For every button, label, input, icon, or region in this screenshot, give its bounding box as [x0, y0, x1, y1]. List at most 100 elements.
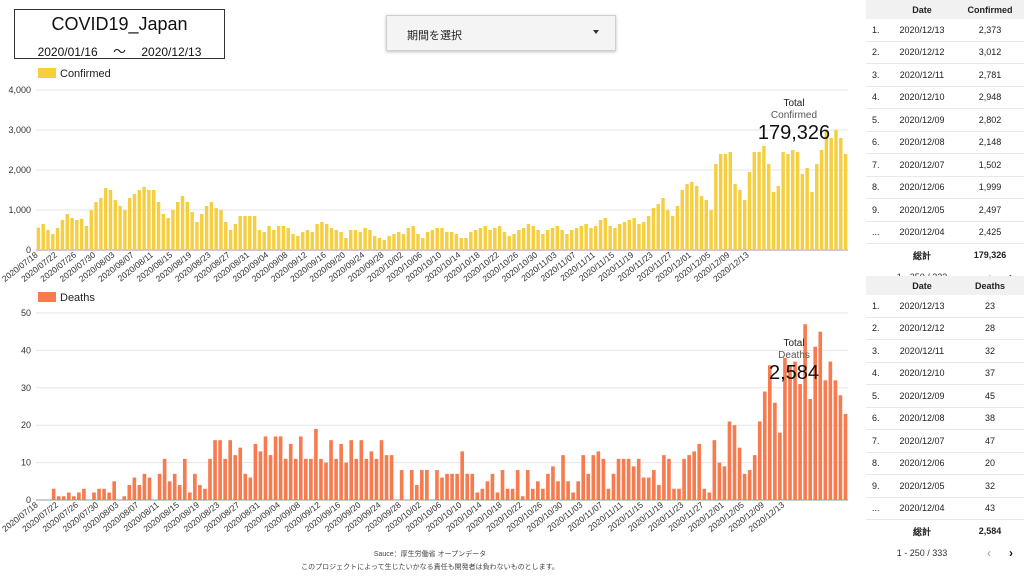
- bar[interactable]: [555, 226, 560, 250]
- bar[interactable]: [525, 470, 530, 500]
- bar[interactable]: [310, 232, 315, 250]
- bar[interactable]: [521, 228, 526, 250]
- bar[interactable]: [531, 226, 536, 250]
- bar[interactable]: [99, 198, 103, 250]
- bar[interactable]: [505, 488, 510, 500]
- bar[interactable]: [82, 488, 86, 500]
- bar[interactable]: [793, 361, 797, 500]
- bar[interactable]: [291, 234, 295, 250]
- table-row[interactable]: 9. 2020/12/05 2,497: [866, 199, 1024, 222]
- bar[interactable]: [334, 458, 338, 500]
- table-row[interactable]: 4. 2020/12/10 37: [866, 363, 1024, 385]
- bar[interactable]: [213, 440, 217, 500]
- bar[interactable]: [464, 238, 468, 250]
- bar[interactable]: [561, 455, 565, 500]
- bar[interactable]: [142, 186, 146, 250]
- bar[interactable]: [803, 324, 807, 500]
- bar[interactable]: [652, 470, 656, 500]
- bar[interactable]: [157, 473, 162, 500]
- bar[interactable]: [723, 154, 728, 250]
- bar[interactable]: [416, 234, 420, 250]
- bar[interactable]: [397, 232, 401, 250]
- bar[interactable]: [556, 481, 560, 500]
- bar[interactable]: [55, 228, 60, 250]
- bar[interactable]: [675, 206, 680, 250]
- bar[interactable]: [353, 230, 358, 250]
- bar[interactable]: [483, 226, 487, 250]
- bar[interactable]: [608, 226, 612, 250]
- bar[interactable]: [409, 470, 414, 500]
- bar[interactable]: [214, 208, 218, 250]
- bar[interactable]: [699, 196, 704, 250]
- bar[interactable]: [172, 473, 177, 500]
- bar[interactable]: [709, 210, 713, 250]
- bar[interactable]: [810, 192, 814, 250]
- bar[interactable]: [77, 492, 81, 500]
- bar[interactable]: [132, 477, 137, 500]
- bar[interactable]: [315, 224, 319, 250]
- bar[interactable]: [339, 443, 343, 500]
- bar[interactable]: [718, 154, 723, 250]
- bar[interactable]: [824, 130, 829, 250]
- bar[interactable]: [72, 496, 76, 500]
- bar[interactable]: [224, 222, 228, 250]
- bar[interactable]: [757, 152, 761, 250]
- bar[interactable]: [682, 458, 686, 500]
- bar[interactable]: [478, 228, 483, 250]
- bar[interactable]: [603, 218, 608, 250]
- bar[interactable]: [581, 455, 586, 500]
- bar[interactable]: [798, 384, 802, 500]
- bar[interactable]: [742, 473, 747, 500]
- bar[interactable]: [195, 222, 199, 250]
- bar[interactable]: [349, 440, 354, 500]
- bar[interactable]: [771, 192, 776, 250]
- bar[interactable]: [752, 455, 757, 500]
- table-row[interactable]: 3. 2020/12/11 2,781: [866, 64, 1024, 87]
- bar[interactable]: [714, 164, 718, 250]
- bar[interactable]: [642, 222, 646, 250]
- bar[interactable]: [435, 228, 439, 250]
- bar[interactable]: [670, 216, 675, 250]
- bar[interactable]: [329, 228, 334, 250]
- bar[interactable]: [363, 228, 367, 250]
- bar[interactable]: [455, 473, 459, 500]
- bar[interactable]: [566, 481, 570, 500]
- bar[interactable]: [591, 455, 596, 500]
- bar[interactable]: [219, 210, 223, 250]
- bar[interactable]: [783, 357, 787, 500]
- bar[interactable]: [142, 473, 147, 500]
- bar[interactable]: [46, 230, 50, 250]
- bar[interactable]: [293, 458, 298, 500]
- table-row[interactable]: ... 2020/12/04 43: [866, 498, 1024, 520]
- bar[interactable]: [589, 228, 593, 250]
- bar[interactable]: [702, 488, 707, 500]
- bar[interactable]: [546, 473, 550, 500]
- prev-page-button[interactable]: ‹: [987, 546, 991, 560]
- bar[interactable]: [253, 443, 258, 500]
- bar[interactable]: [377, 238, 382, 250]
- bar[interactable]: [515, 470, 520, 500]
- bar[interactable]: [485, 481, 490, 500]
- bar[interactable]: [541, 488, 545, 500]
- table-row[interactable]: 3. 2020/12/11 32: [866, 340, 1024, 363]
- bar[interactable]: [167, 481, 172, 500]
- bar[interactable]: [94, 202, 98, 250]
- bar[interactable]: [233, 455, 238, 500]
- bar[interactable]: [460, 451, 464, 500]
- bar[interactable]: [286, 228, 290, 250]
- bar[interactable]: [324, 224, 329, 250]
- table-row[interactable]: ... 2020/12/04 2,425: [866, 222, 1024, 244]
- bar[interactable]: [752, 152, 757, 250]
- bar[interactable]: [661, 198, 665, 250]
- bar[interactable]: [565, 234, 569, 250]
- bar[interactable]: [632, 218, 636, 250]
- bar[interactable]: [611, 473, 616, 500]
- bar[interactable]: [97, 488, 101, 500]
- bar[interactable]: [440, 477, 444, 500]
- bar[interactable]: [127, 485, 132, 500]
- bar[interactable]: [84, 226, 89, 250]
- bar[interactable]: [445, 473, 449, 500]
- bar[interactable]: [188, 492, 192, 500]
- table-row[interactable]: 5. 2020/12/09 45: [866, 385, 1024, 408]
- bar[interactable]: [127, 198, 132, 250]
